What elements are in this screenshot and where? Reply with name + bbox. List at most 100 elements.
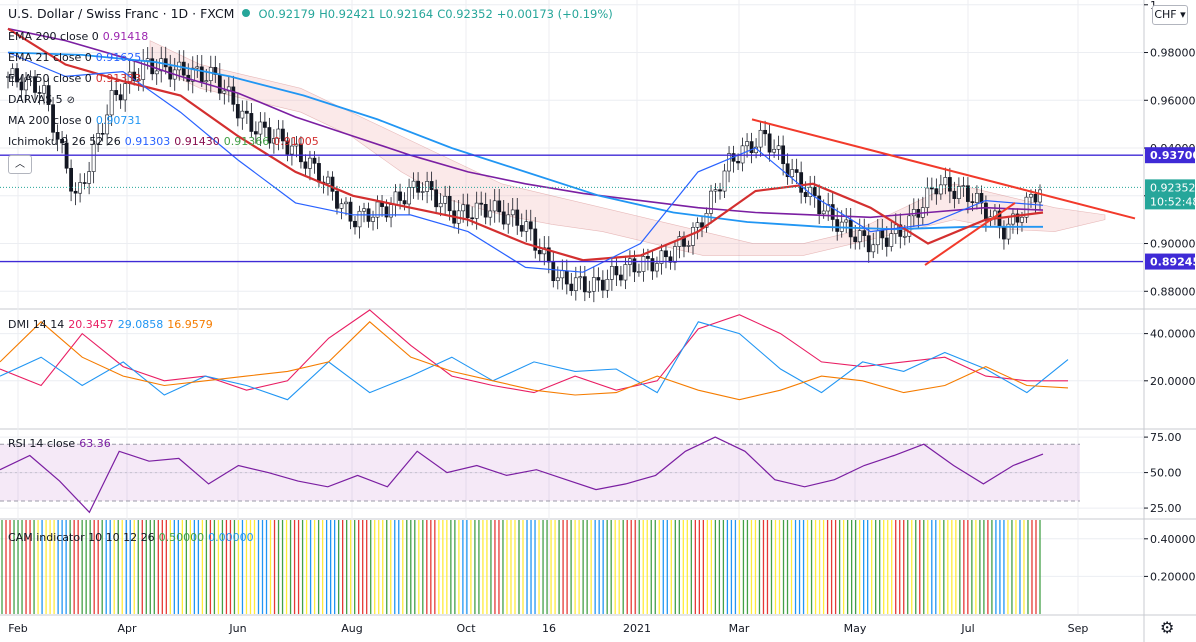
candle-body xyxy=(109,90,114,116)
candle-body xyxy=(348,201,353,222)
legend-ema50[interactable]: EMA 50 close 0 0.91333 xyxy=(8,72,142,85)
candle-body xyxy=(317,163,321,183)
candle-body xyxy=(817,195,822,215)
change-value: +0.00173 (+0.19%) xyxy=(496,7,613,21)
candle-body xyxy=(686,245,691,247)
candle-body xyxy=(1029,193,1033,198)
candle-body xyxy=(244,110,249,114)
candle-body xyxy=(582,276,587,293)
legend-ema200[interactable]: EMA 200 close 0 0.91418 xyxy=(8,30,149,43)
candle-body xyxy=(470,217,475,220)
candle-body xyxy=(190,67,195,82)
candle-body xyxy=(596,277,601,281)
x-tick-label: Jul xyxy=(960,622,974,635)
market-status-dot xyxy=(242,9,251,17)
y-tick-label: 20.0000 xyxy=(1150,375,1196,388)
legend-ema21[interactable]: EMA 21 close 0 0.91625 xyxy=(8,51,142,64)
ema21-line xyxy=(7,51,1044,273)
legend-cam[interactable]: CAM indicator 10 10 12 26 0.50000 0.00000 xyxy=(8,531,254,544)
ema200-line xyxy=(7,27,1044,219)
resistance-trendline xyxy=(751,118,1136,220)
collapse-legend-button[interactable]: ︿ xyxy=(8,155,32,174)
y-tick-label: 75.00 xyxy=(1150,431,1182,444)
candle-body xyxy=(722,170,727,192)
candle-body xyxy=(866,235,871,253)
candle-body xyxy=(519,225,524,232)
candle-body xyxy=(217,74,222,94)
candle-body xyxy=(154,70,159,75)
candle-body xyxy=(862,230,867,236)
x-tick-label: 16 xyxy=(542,622,556,635)
legend-darvas[interactable]: DARVAS 5 ⊘ xyxy=(8,93,76,106)
candle-body xyxy=(709,190,713,214)
hidden-eye-icon[interactable]: ⊘ xyxy=(66,95,76,106)
candle-body xyxy=(925,187,930,208)
candle-body xyxy=(402,200,407,205)
candle-body xyxy=(673,246,677,263)
candle-body xyxy=(82,182,87,184)
candle-body xyxy=(276,128,281,139)
candle-body xyxy=(384,206,389,218)
legend-rsi[interactable]: RSI 14 close 63.36 xyxy=(8,437,111,450)
candle-body xyxy=(393,191,398,205)
candle-body xyxy=(591,277,596,292)
dmi-line-2 xyxy=(0,321,1069,401)
x-tick-label: Sep xyxy=(1068,622,1089,635)
legend-ma200[interactable]: MA 200 close 0 0.90731 xyxy=(8,114,142,127)
candle-body xyxy=(533,228,538,251)
candle-body xyxy=(483,204,488,218)
legend-dmi[interactable]: DMI 14 14 20.3457 29.0858 16.9579 xyxy=(8,318,213,331)
candle-body xyxy=(691,227,695,246)
candle-body xyxy=(411,180,416,188)
candle-body xyxy=(506,214,511,225)
candle-body xyxy=(497,200,502,213)
candle-body xyxy=(749,141,754,154)
candle-body xyxy=(357,210,362,228)
candle-body xyxy=(73,190,78,194)
candle-body xyxy=(51,104,55,133)
gear-icon[interactable]: ⚙ xyxy=(1160,618,1175,637)
candle-body xyxy=(898,224,903,237)
candle-body xyxy=(312,157,317,164)
candle-body xyxy=(794,169,799,173)
candle-body xyxy=(132,71,137,82)
candle-body xyxy=(889,233,894,247)
legend-ichimoku[interactable]: Ichimoku 9 26 52 26 0.91303 0.91430 0.91366… xyxy=(8,135,319,148)
dmi-line-1 xyxy=(0,309,1068,394)
candle-body xyxy=(308,157,312,169)
candle-body xyxy=(911,209,916,217)
currency-selector[interactable]: CHF ▾ xyxy=(1152,5,1188,25)
candle-body xyxy=(803,192,808,197)
candle-body xyxy=(55,132,60,140)
candle-body xyxy=(1033,193,1038,203)
candle-body xyxy=(668,256,673,263)
y-tick-label: 40.0000 xyxy=(1150,328,1196,341)
candle-body xyxy=(434,189,439,208)
candle-body xyxy=(208,67,213,81)
candle-body xyxy=(114,90,119,96)
candle-body xyxy=(975,193,979,203)
candle-body xyxy=(1020,216,1024,223)
candle-body xyxy=(736,161,740,164)
x-tick-label: Mar xyxy=(729,622,750,635)
candle-body xyxy=(461,204,466,212)
candle-body xyxy=(934,188,939,195)
y-tick-label: 50.00 xyxy=(1150,467,1182,480)
candle-body xyxy=(1024,196,1029,218)
candle-body xyxy=(136,79,141,82)
candle-body xyxy=(659,250,664,264)
candle-body xyxy=(96,133,101,145)
candle-body xyxy=(700,222,704,228)
candle-body xyxy=(204,80,209,83)
candle-body xyxy=(772,148,777,153)
candle-body xyxy=(303,161,308,169)
candle-body xyxy=(1015,213,1020,223)
candle-body xyxy=(447,195,452,212)
candle-body xyxy=(745,141,749,147)
candle-body xyxy=(163,58,168,68)
ma200-line xyxy=(7,51,1043,231)
candle-body xyxy=(600,279,605,291)
candle-body xyxy=(145,58,150,61)
candle-body xyxy=(943,177,948,186)
